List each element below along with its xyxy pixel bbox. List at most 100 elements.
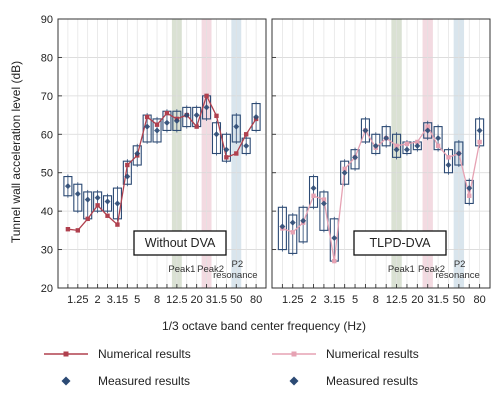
measured-point: [134, 150, 141, 157]
x-tick-label: 5: [134, 294, 140, 306]
numerical-point: [115, 222, 120, 227]
range-box: [319, 191, 329, 231]
measured-point: [435, 135, 442, 142]
numerical-point: [435, 143, 441, 149]
numerical-point: [164, 110, 170, 116]
measured-point: [223, 146, 230, 153]
y-axis-label: Tunnel wall acceleration level (dB): [9, 61, 23, 243]
x-tick-label: 1.25: [67, 294, 88, 306]
panel-label-box: [353, 230, 447, 256]
range-box: [251, 102, 261, 131]
legend: Numerical results Measured results Numeric…: [44, 347, 419, 388]
numerical-point: [332, 258, 337, 264]
range-box: [381, 126, 391, 147]
legend-label: Measured results: [326, 374, 418, 388]
band-label-resonance: resonance: [213, 270, 257, 281]
x-axis-label: 1/3 octave band center frequency (Hz): [162, 319, 366, 333]
band-label-p2: P2: [232, 259, 244, 270]
range-box: [298, 206, 308, 243]
legend-label: Numerical results: [326, 347, 419, 361]
measured-point: [279, 223, 286, 230]
measured-point: [320, 200, 327, 207]
numerical-point: [290, 230, 295, 235]
measured-point: [94, 194, 101, 201]
panel-label: TLPD-DVA: [370, 236, 432, 250]
numerical-point: [477, 139, 482, 145]
legend-label: Measured results: [98, 374, 190, 388]
numerical-point: [321, 197, 327, 202]
numerical-point: [65, 227, 71, 232]
x-tick-label: 8: [373, 294, 379, 306]
range-box: [443, 149, 454, 174]
measured-point: [372, 142, 379, 149]
range-box: [172, 110, 182, 131]
band-label-resonance: resonance: [435, 270, 479, 281]
numerical-point: [105, 213, 110, 218]
measured-point: [424, 127, 431, 134]
numerical-point: [154, 122, 160, 127]
legend-marker-measured: [61, 376, 71, 386]
y-tick-label: 70: [41, 91, 53, 103]
x-tick-label: 50: [230, 294, 242, 306]
measured-point: [243, 142, 250, 149]
measured-point: [445, 162, 452, 169]
measured-point: [104, 198, 111, 205]
measured-point: [74, 190, 81, 197]
range-box: [350, 149, 360, 170]
range-box: [73, 183, 83, 212]
range-box: [392, 133, 402, 158]
numerical-point: [311, 193, 316, 198]
numerical-point: [394, 143, 399, 149]
range-box: [93, 191, 103, 212]
numerical-point: [404, 141, 410, 147]
numerical-point: [224, 155, 229, 160]
measured-point: [352, 154, 359, 161]
band-label-p2: P2: [454, 259, 466, 270]
band-label-peak2: Peak2: [418, 264, 445, 275]
x-tick-label: 12.5: [166, 294, 187, 306]
measured-point: [114, 200, 121, 207]
measured-point: [193, 112, 200, 119]
x-tick-label: 8: [154, 294, 160, 306]
measured-point: [403, 146, 410, 153]
panel-label: Without DVA: [145, 236, 216, 250]
numerical-point: [85, 216, 90, 222]
range-box: [241, 137, 251, 155]
numerical-point: [342, 166, 347, 172]
range-box: [454, 141, 464, 166]
measured-point: [393, 146, 400, 153]
x-tick-label: 2: [310, 294, 316, 306]
measured-point: [144, 123, 151, 130]
measured-point: [154, 127, 161, 134]
numerical-point: [75, 228, 81, 233]
y-tick-label: 40: [41, 206, 53, 218]
measured-point: [331, 235, 338, 242]
legend-label: Numerical results: [98, 347, 191, 361]
x-tick-label: 3.15: [107, 294, 128, 306]
measured-point: [253, 113, 260, 120]
panel-label-box: [133, 230, 227, 256]
plot-frame: [57, 18, 267, 289]
x-tick-label: 31.5: [427, 294, 448, 306]
measured-point: [476, 127, 483, 134]
measured-point: [310, 185, 317, 192]
numerical-point: [125, 162, 130, 168]
measured-point: [203, 104, 210, 111]
x-tick-label: 80: [473, 294, 485, 306]
x-tick-label: 31.5: [206, 294, 227, 306]
y-tick-label: 50: [41, 168, 53, 180]
band-label-peak1: Peak1: [388, 264, 415, 275]
measured-point: [64, 183, 71, 190]
measured-point: [183, 112, 190, 119]
plot-frame: [271, 18, 491, 289]
range-box: [211, 122, 222, 155]
numerical-point: [425, 124, 430, 129]
x-tick-label: 3.15: [324, 294, 345, 306]
numerical-point: [214, 113, 219, 119]
range-box: [464, 179, 474, 205]
x-tick-label: 20: [411, 294, 423, 306]
measured-point: [383, 135, 390, 142]
numerical-point: [204, 93, 209, 99]
measured-point: [173, 117, 180, 124]
range-box: [122, 160, 132, 185]
